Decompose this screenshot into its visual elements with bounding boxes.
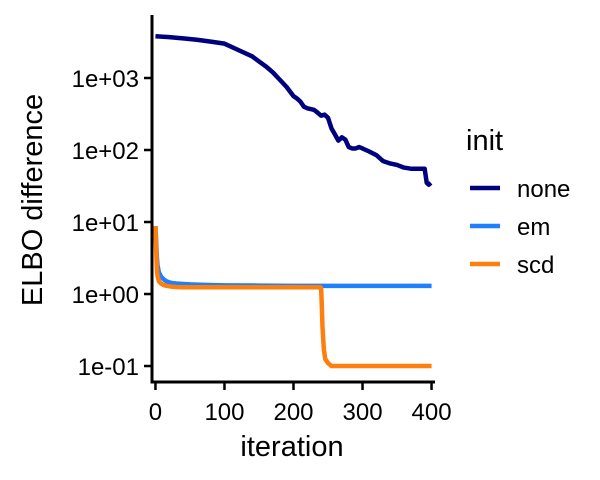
- series-line-none: [155, 34, 433, 187]
- x-tick-label: 400: [412, 399, 452, 426]
- series-line-em: [153, 225, 432, 289]
- legend-label-none: none: [517, 176, 570, 203]
- y-axis-ticks: 1e-01 1e+00 1e+01 1e+02 1e+03: [72, 66, 152, 381]
- x-axis-label: iteration: [240, 431, 343, 463]
- legend-label-em: em: [517, 214, 550, 241]
- y-tick-label: 1e+00: [72, 282, 139, 309]
- legend-title: init: [466, 125, 503, 157]
- x-tick-label: 300: [343, 399, 383, 426]
- y-tick-label: 1e+02: [72, 138, 139, 165]
- y-tick-label: 1e-01: [78, 354, 139, 381]
- legend-items: none em scd: [470, 176, 570, 279]
- legend: init none em scd: [466, 125, 570, 279]
- series-line-scd: [153, 225, 432, 369]
- y-tick-label: 1e+03: [72, 66, 139, 93]
- x-tick-label: 200: [273, 399, 313, 426]
- legend-label-scd: scd: [517, 252, 554, 279]
- y-axis-label: ELBO difference: [17, 94, 49, 306]
- x-axis-ticks: 0 100 200 300 400: [149, 382, 452, 426]
- y-tick-label: 1e+01: [72, 210, 139, 237]
- series-layer: [153, 34, 433, 369]
- x-tick-label: 100: [204, 399, 244, 426]
- x-tick-label: 0: [149, 399, 162, 426]
